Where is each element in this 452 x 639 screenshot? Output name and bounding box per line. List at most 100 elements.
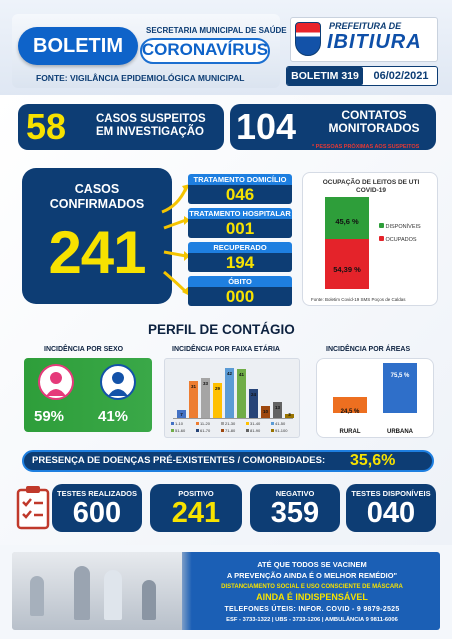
positivo-value: 241 — [171, 497, 221, 529]
footer-line6: ESF - 3733-1322 | UBS - 3733-1206 | AMBU… — [226, 617, 398, 623]
age-legend-swatch — [196, 422, 199, 425]
age-legend-item: 21-30 — [221, 421, 235, 426]
areas-title: INCIDÊNCIA POR ÁREAS — [326, 346, 411, 353]
urbana-label: URBANA — [387, 429, 413, 435]
age-legend-item: 11-20 — [196, 421, 210, 426]
sexo-title: INCIDÊNCIA POR SEXO — [44, 346, 124, 353]
age-legend-label: 91-100 — [275, 428, 288, 433]
uti-legend-ocupados: OCUPADOS — [379, 236, 417, 243]
age-legend-item: 91-100 — [271, 428, 287, 433]
footer-banner: ATÉ QUE TODOS SE VACINEM A PREVENÇÃO AIN… — [12, 552, 440, 630]
age-legend-label: 41-50 — [275, 421, 286, 426]
age-legend-item: 61-70 — [196, 428, 210, 433]
footer-line2: A PREVENÇÃO AINDA É O MELHOR REMÉDIO" — [226, 571, 398, 580]
age-bar-value: 24 — [250, 392, 256, 397]
uti-bar-disponiveis — [325, 197, 369, 239]
content-background — [0, 95, 452, 545]
status-domicilio-label: TRATAMENTO DOMICÍLIO — [188, 174, 292, 185]
age-bar-51-60 — [237, 369, 246, 418]
urbana-value: 75,5 % — [390, 373, 410, 379]
suspeitos-card: 58 CASOS SUSPEITOS EM INVESTIGAÇÃO — [18, 104, 224, 150]
uti-title: OCUPAÇÃO DE LEITOS DE UTI COVID-19 — [322, 179, 420, 194]
age-legend-label: 61-70 — [200, 428, 211, 433]
age-bar-value: 41 — [238, 372, 244, 377]
footer-line1: ATÉ QUE TODOS SE VACINEM — [257, 560, 367, 569]
boletim-date: 06/02/2021 — [373, 70, 429, 82]
age-bar-value: 13 — [274, 405, 280, 410]
status-hospitalar-label: TRATAMENTO HOSPITALAR — [188, 208, 292, 219]
coronavirus-pill — [140, 38, 270, 64]
contatos-value: 104 — [236, 106, 297, 147]
testes-disponiveis-card: TESTES DISPONÍVEIS 040 — [346, 484, 436, 532]
uti-ocup-label: OCUPADOS — [385, 237, 417, 243]
age-bar-21-30 — [201, 378, 210, 418]
age-bar-value: 33 — [202, 381, 208, 386]
comorbidades-label: PRESENÇA DE DOENÇAS PRÉ-EXISTENTES / COM… — [32, 455, 326, 466]
age-legend-swatch — [246, 422, 249, 425]
age-legend-swatch — [171, 429, 174, 432]
person-figure-4 — [142, 580, 156, 620]
person-figure-2 — [74, 566, 90, 620]
comorbidades-bar: PRESENÇA DE DOENÇAS PRÉ-EXISTENTES / COM… — [22, 450, 434, 472]
female-icon — [38, 364, 74, 400]
age-bar-value: 42 — [226, 371, 232, 376]
age-bar-41-50 — [225, 368, 234, 418]
age-legend-swatch — [221, 429, 224, 432]
age-legend-label: 71-80 — [225, 428, 236, 433]
age-bar-71-80 — [261, 406, 270, 418]
status-obito: ÓBITO 000 — [188, 276, 292, 306]
arrow-to-obito — [163, 270, 188, 294]
status-obito-value: 000 — [188, 287, 292, 306]
age-bar-61-70 — [249, 389, 258, 418]
female-percent: 59% — [34, 408, 65, 425]
rural-label: RURAL — [339, 429, 361, 435]
legend-red-swatch — [379, 236, 384, 241]
contatos-note: * PESSOAS PRÓXIMAS AOS SUSPEITOS — [312, 144, 420, 150]
age-legend-item: 71-80 — [221, 428, 235, 433]
age-legend-item: 41-50 — [271, 421, 285, 426]
person-figure-1 — [30, 576, 44, 616]
status-obito-label: ÓBITO — [188, 276, 292, 287]
age-legend-label: 31-40 — [250, 421, 261, 426]
age-legend-swatch — [196, 429, 199, 432]
testes-realizados-value: 600 — [72, 497, 122, 529]
uti-ocup-value: 54,39 % — [333, 265, 361, 274]
age-bar-value: 31 — [190, 384, 196, 389]
rural-value: 24,5 % — [340, 409, 360, 415]
age-legend-item: 51-60 — [171, 428, 185, 433]
age-bar-81-90 — [273, 402, 282, 418]
age-bar-31-40 — [213, 383, 222, 418]
arrow-to-hospitalar — [163, 218, 187, 230]
sexo-panel: 59% 41% — [24, 358, 152, 432]
suspeitos-value: 58 — [26, 106, 67, 147]
contatos-card: 104 CONTATOS MONITORADOS — [230, 104, 436, 150]
age-bar-value: 10 — [262, 409, 268, 414]
uti-panel: OCUPAÇÃO DE LEITOS DE UTI COVID-19 45,6 … — [302, 172, 438, 306]
age-bar-1-10 — [177, 410, 186, 418]
status-recuperado-label: RECUPERADO — [188, 242, 292, 253]
negativo-label: NEGATIVO — [275, 489, 315, 498]
fonte-label: FONTE: VIGILÂNCIA EPIDEMIOLÓGICA MUNICIP… — [36, 73, 245, 83]
faixa-title: INCIDÊNCIA POR FAIXA ETÁRIA — [172, 346, 280, 353]
confirmados-label: CASOS CONFIRMADOS — [49, 182, 145, 211]
testes-realizados-card: TESTES REALIZADOS 600 — [52, 484, 142, 532]
testes-disponiveis-label: TESTES DISPONÍVEIS — [351, 489, 431, 498]
age-legend-swatch — [221, 422, 224, 425]
age-bar-value: 29 — [214, 386, 220, 391]
prefeitura-logo: PREFEITURA DE IBITIURA — [290, 17, 438, 62]
arrow-head-recuperado — [184, 251, 190, 261]
uti-legend-disponiveis: DISPONÍVEIS — [379, 223, 421, 230]
status-hospitalar: TRATAMENTO HOSPITALAR 001 — [188, 208, 292, 238]
uti-disp-value: 45,6 % — [335, 217, 359, 226]
age-legend-swatch — [171, 422, 174, 425]
areas-panel: 24,5 % 75,5 % RURAL URBANA — [316, 358, 434, 438]
secretaria-label: SECRETARIA MUNICIPAL DE SAÚDE — [146, 26, 287, 35]
uti-bar-ocupados — [325, 239, 369, 289]
perfil-title: PERFIL DE CONTÁGIO — [148, 322, 295, 337]
male-icon — [100, 364, 136, 400]
coronavirus-title: CORONAVÍRUS — [141, 40, 269, 59]
age-legend-label: 81-90 — [250, 428, 261, 433]
age-legend-item: 81-90 — [246, 428, 260, 433]
person-figure-3 — [104, 570, 122, 620]
